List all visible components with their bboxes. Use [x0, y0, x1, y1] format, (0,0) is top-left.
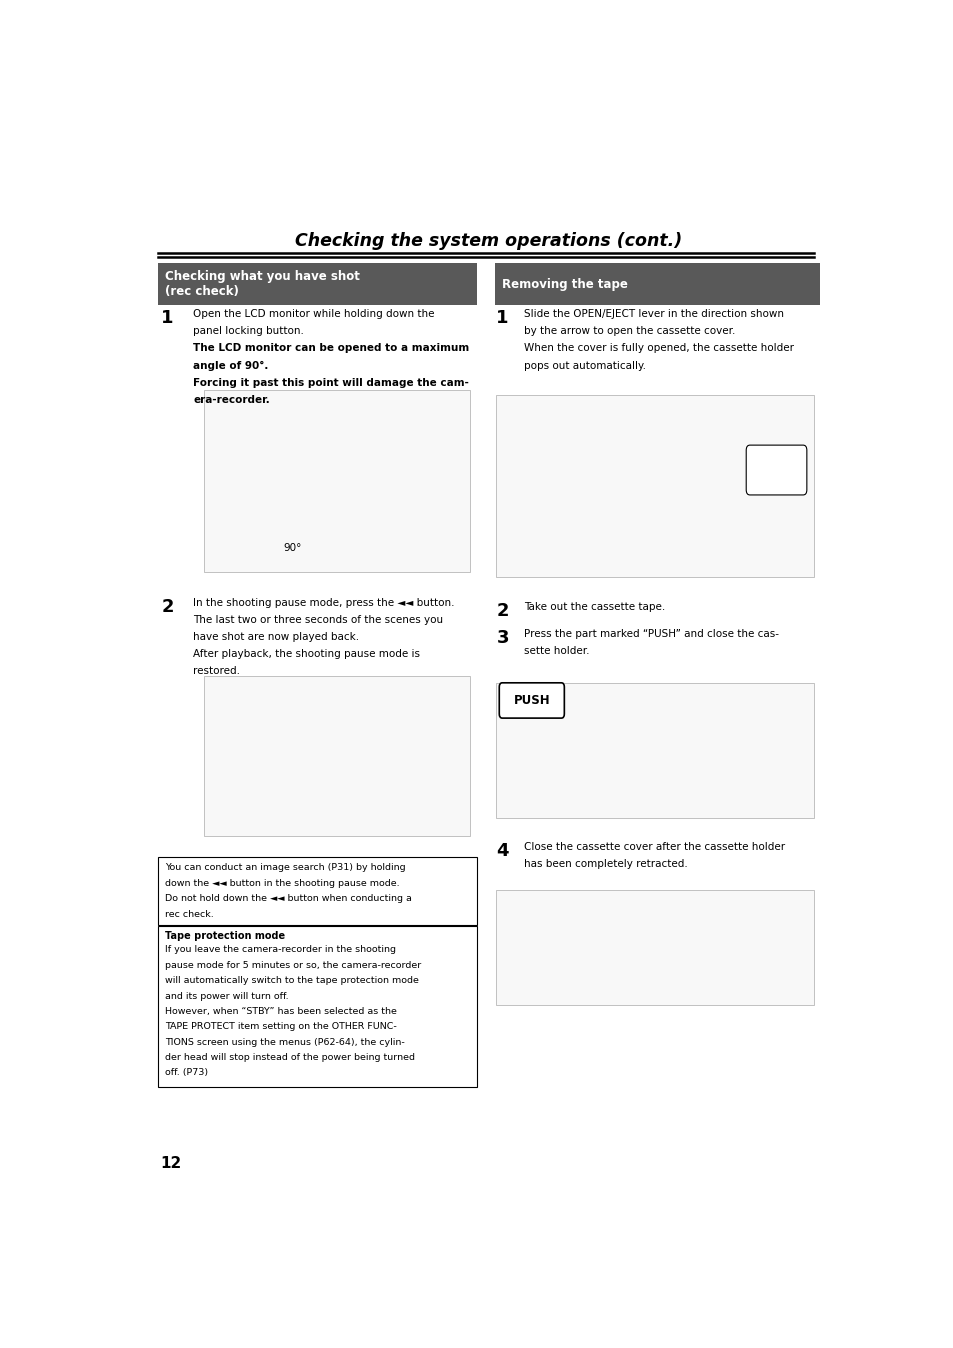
Text: Take out the cassette tape.: Take out the cassette tape. — [524, 601, 665, 612]
Text: Forcing it past this point will damage the cam-: Forcing it past this point will damage t… — [193, 377, 469, 388]
Text: 1: 1 — [496, 309, 508, 328]
Text: der head will stop instead of the power being turned: der head will stop instead of the power … — [165, 1053, 415, 1062]
Text: and its power will turn off.: and its power will turn off. — [165, 992, 289, 1000]
Text: The LCD monitor can be opened to a maximum: The LCD monitor can be opened to a maxim… — [193, 344, 469, 353]
FancyBboxPatch shape — [745, 445, 806, 495]
Text: Do not hold down the ◄◄ button when conducting a: Do not hold down the ◄◄ button when cond… — [165, 894, 412, 903]
Text: When the cover is fully opened, the cassette holder: When the cover is fully opened, the cass… — [524, 344, 794, 353]
Text: 2: 2 — [496, 601, 508, 620]
Text: Checking what you have shot
(rec check): Checking what you have shot (rec check) — [165, 270, 359, 298]
FancyBboxPatch shape — [157, 857, 476, 925]
Text: However, when “STBY” has been selected as the: However, when “STBY” has been selected a… — [165, 1007, 396, 1016]
Text: restored.: restored. — [193, 666, 240, 677]
Text: 4: 4 — [496, 841, 508, 860]
Text: era-recorder.: era-recorder. — [193, 395, 270, 404]
Text: by the arrow to open the cassette cover.: by the arrow to open the cassette cover. — [524, 326, 735, 336]
Text: 3: 3 — [496, 628, 508, 647]
FancyBboxPatch shape — [496, 683, 813, 818]
Text: PUSH: PUSH — [513, 694, 550, 706]
Text: have shot are now played back.: have shot are now played back. — [193, 632, 359, 642]
FancyBboxPatch shape — [157, 926, 476, 1088]
Text: 2: 2 — [161, 597, 173, 616]
Text: has been completely retracted.: has been completely retracted. — [524, 859, 687, 868]
Text: The last two or three seconds of the scenes you: The last two or three seconds of the sce… — [193, 615, 443, 625]
Text: Close the cassette cover after the cassette holder: Close the cassette cover after the casse… — [524, 841, 784, 852]
Text: rec check.: rec check. — [165, 910, 213, 918]
FancyBboxPatch shape — [204, 390, 470, 572]
FancyBboxPatch shape — [498, 683, 564, 718]
Text: pops out automatically.: pops out automatically. — [524, 360, 646, 371]
Text: Slide the OPEN/EJECT lever in the direction shown: Slide the OPEN/EJECT lever in the direct… — [524, 309, 783, 319]
Text: In the shooting pause mode, press the ◄◄ button.: In the shooting pause mode, press the ◄◄… — [193, 597, 455, 608]
Text: 1: 1 — [161, 309, 173, 328]
Text: You can conduct an image search (P31) by holding: You can conduct an image search (P31) by… — [165, 864, 405, 872]
Text: TAPE PROTECT item setting on the OTHER FUNC-: TAPE PROTECT item setting on the OTHER F… — [165, 1022, 396, 1031]
Text: 90°: 90° — [283, 543, 302, 553]
Text: Checking the system operations (cont.): Checking the system operations (cont.) — [295, 232, 681, 251]
Text: Tape protection mode: Tape protection mode — [165, 931, 285, 941]
Text: down the ◄◄ button in the shooting pause mode.: down the ◄◄ button in the shooting pause… — [165, 879, 399, 888]
Text: panel locking button.: panel locking button. — [193, 326, 304, 336]
Text: If you leave the camera-recorder in the shooting: If you leave the camera-recorder in the … — [165, 945, 395, 954]
FancyBboxPatch shape — [157, 263, 476, 305]
Text: sette holder.: sette holder. — [524, 646, 589, 656]
FancyBboxPatch shape — [204, 675, 470, 836]
FancyBboxPatch shape — [496, 891, 813, 1004]
FancyBboxPatch shape — [495, 263, 820, 305]
Text: 12: 12 — [160, 1155, 181, 1170]
Text: Open the LCD monitor while holding down the: Open the LCD monitor while holding down … — [193, 309, 435, 319]
FancyBboxPatch shape — [496, 395, 813, 577]
Text: Removing the tape: Removing the tape — [501, 278, 627, 291]
Text: After playback, the shooting pause mode is: After playback, the shooting pause mode … — [193, 650, 419, 659]
Text: TIONS screen using the menus (P62-64), the cylin-: TIONS screen using the menus (P62-64), t… — [165, 1038, 404, 1046]
Text: angle of 90°.: angle of 90°. — [193, 360, 269, 371]
Text: off. (P73): off. (P73) — [165, 1069, 208, 1077]
Text: pause mode for 5 minutes or so, the camera-recorder: pause mode for 5 minutes or so, the came… — [165, 961, 421, 969]
Text: will automatically switch to the tape protection mode: will automatically switch to the tape pr… — [165, 976, 418, 985]
Text: Press the part marked “PUSH” and close the cas-: Press the part marked “PUSH” and close t… — [524, 628, 779, 639]
